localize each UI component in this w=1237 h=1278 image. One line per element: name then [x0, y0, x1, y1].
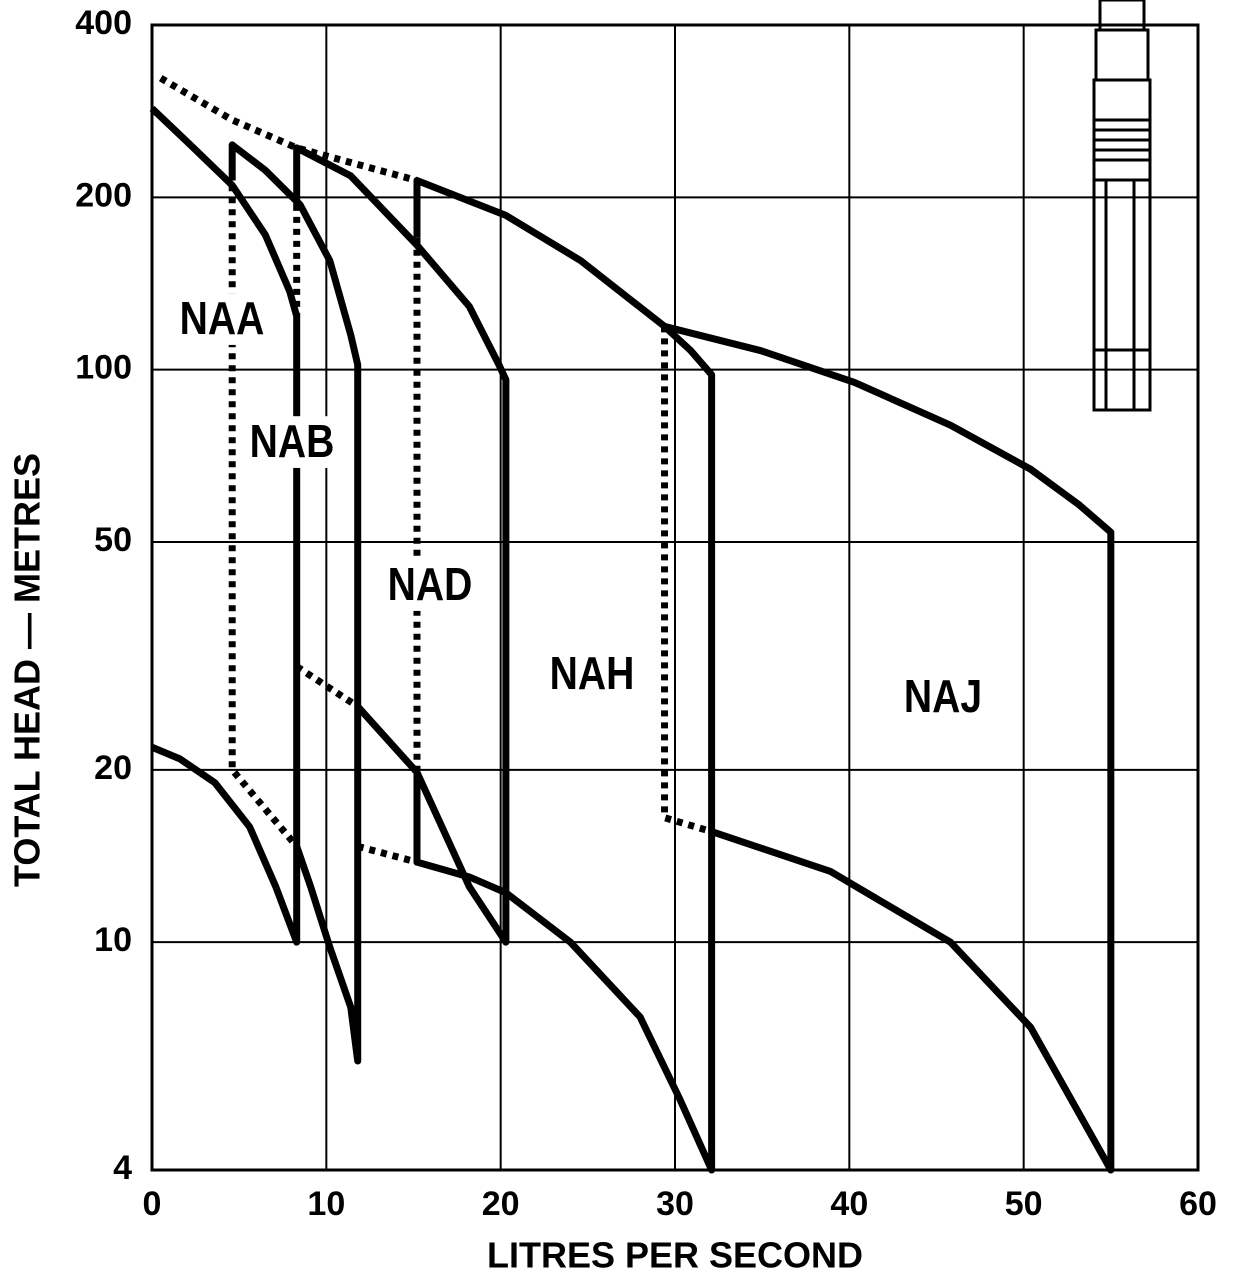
x-tick-label: 60 — [1179, 1185, 1217, 1223]
pump-label: NAJ — [904, 671, 982, 723]
label-background — [384, 559, 476, 611]
boundary-line — [158, 75, 418, 184]
label-background — [900, 671, 986, 723]
x-tick-label: 20 — [482, 1185, 520, 1223]
x-tick-label: 50 — [1005, 1185, 1043, 1223]
y-axis-title: TOTAL HEAD — METRES — [7, 453, 48, 887]
y-tick-label: 100 — [75, 349, 132, 387]
plot-frame — [150, 23, 1200, 1172]
pump-label: NAA — [180, 293, 265, 345]
pump-curve — [293, 144, 510, 946]
y-tick-label: 4 — [113, 1149, 132, 1187]
x-tick-label: 30 — [656, 1185, 694, 1223]
label-background — [176, 293, 268, 345]
boundary-line — [294, 663, 360, 710]
boundary-line — [228, 185, 300, 849]
y-tick-label: 20 — [94, 749, 132, 787]
x-tick-label: 40 — [830, 1185, 868, 1223]
y-tick-label: 10 — [94, 921, 132, 959]
x-axis-title: LITRES PER SECOND — [487, 1235, 863, 1276]
pump-label: NAH — [550, 648, 635, 700]
boundary-line — [661, 326, 713, 835]
pump-curve — [663, 323, 1115, 1174]
boundary-line — [356, 843, 418, 866]
pump-illustration — [1092, 0, 1152, 412]
pump-label: NAD — [388, 559, 473, 611]
pump-curve — [149, 105, 301, 946]
x-tick-label: 0 — [143, 1185, 162, 1223]
pump-curve — [413, 177, 716, 1174]
y-tick-label: 200 — [75, 176, 132, 214]
pump-label: NAB — [250, 416, 335, 468]
x-tick-label: 10 — [307, 1185, 345, 1223]
label-background — [546, 648, 638, 700]
label-background — [246, 416, 338, 468]
y-tick-label: 400 — [75, 4, 132, 42]
pump-curve — [228, 141, 362, 1065]
y-tick-label: 50 — [94, 521, 132, 559]
